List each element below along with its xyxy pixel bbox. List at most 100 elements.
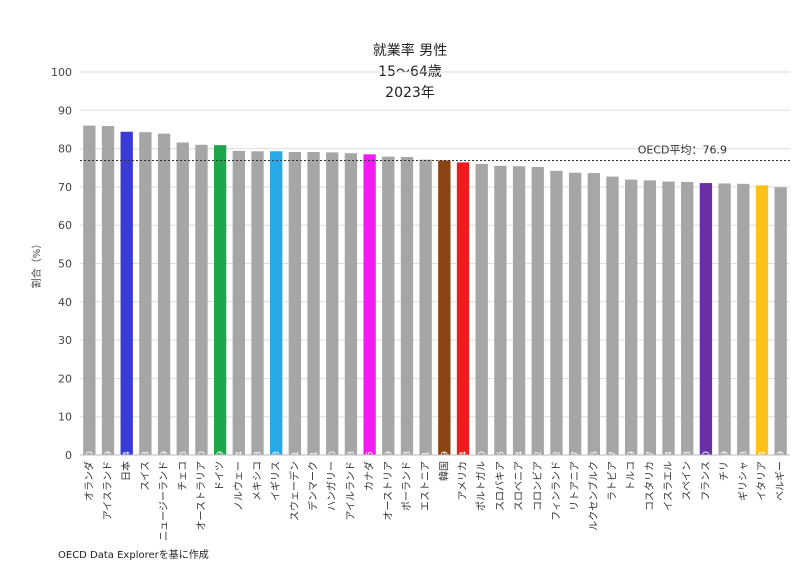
- bar: [400, 157, 414, 455]
- bar: [774, 187, 787, 455]
- category-label: ノルウェー: [233, 461, 245, 511]
- bar: [512, 166, 526, 455]
- bar: [382, 156, 395, 455]
- category-label: ラトビア: [607, 461, 619, 501]
- value-label: 77.1: [422, 451, 432, 471]
- value-label: 74.2: [552, 451, 562, 471]
- bar: [307, 152, 320, 455]
- category-label: アイスランド: [102, 461, 114, 520]
- category-label: イタリア: [756, 461, 768, 501]
- bar: [83, 125, 96, 456]
- category-label: ルクセンブルク: [587, 461, 600, 531]
- bar: [755, 185, 769, 456]
- category-label: チェコ: [177, 461, 189, 491]
- y-tick-label: 70: [58, 181, 72, 194]
- category-label: 日本: [120, 461, 133, 481]
- value-label: 78.8: [347, 451, 357, 471]
- bar: [625, 179, 638, 456]
- bar: [157, 133, 171, 455]
- bar: [606, 176, 619, 455]
- value-label: 78.5: [366, 451, 376, 471]
- y-tick-label: 10: [58, 411, 72, 424]
- bar: [270, 151, 283, 455]
- category-label: ベルギー: [775, 461, 787, 501]
- category-label: ハンガリー: [326, 461, 338, 511]
- value-label: 73.7: [571, 451, 581, 471]
- category-label: スペイン: [682, 461, 693, 500]
- category-label: ポルトガル: [476, 461, 488, 511]
- y-tick-label: 80: [58, 143, 72, 156]
- bar: [456, 162, 470, 455]
- category-label: フランス: [700, 461, 712, 501]
- category-label: オランダ: [82, 461, 95, 501]
- bar: [568, 172, 582, 455]
- category-label: スロバキア: [494, 461, 506, 511]
- category-label: スイス: [140, 461, 151, 491]
- category-label: トルコ: [626, 461, 637, 491]
- category-label: スウェーデン: [288, 461, 301, 521]
- y-tick-label: 100: [51, 66, 72, 79]
- oecd-average-label: OECD平均：76.9: [638, 143, 727, 156]
- value-label: 75.2: [534, 451, 544, 471]
- bar: [120, 131, 133, 456]
- y-tick-label: 50: [58, 258, 72, 271]
- y-axis-label: 割合（%）: [30, 239, 43, 289]
- bar: [176, 142, 189, 456]
- value-label: 77.9: [384, 451, 394, 471]
- y-tick-label: 40: [58, 296, 72, 309]
- value-label: 81.6: [179, 451, 189, 471]
- value-label: 75.5: [496, 451, 506, 471]
- value-label: 76.4: [459, 451, 469, 471]
- bar: [550, 170, 563, 455]
- category-label: 韓国: [438, 461, 450, 481]
- bar: [326, 152, 339, 455]
- value-label: 79.4: [235, 451, 245, 471]
- value-label: 75.4: [515, 451, 525, 471]
- category-label: スロベニア: [513, 461, 525, 511]
- value-label: 70.4: [758, 451, 768, 471]
- value-label: 73.6: [590, 451, 600, 471]
- bar: [419, 159, 432, 455]
- value-label: 69.9: [777, 451, 787, 471]
- value-label: 72.7: [609, 451, 619, 471]
- y-tick-label: 60: [58, 219, 72, 232]
- bar: [288, 152, 302, 455]
- bar: [363, 154, 376, 455]
- chart-title-line-1: 就業率 男性: [372, 43, 448, 59]
- bar: [232, 150, 245, 455]
- category-label: オーストリア: [382, 461, 394, 521]
- category-label: カナダ: [363, 461, 376, 491]
- value-label: 71.3: [683, 451, 693, 471]
- category-label: アメリカ: [457, 461, 469, 501]
- category-label: メキシコ: [253, 461, 264, 501]
- value-label: 84.4: [123, 451, 133, 471]
- category-label: フィンランド: [550, 461, 562, 521]
- value-label: 79.3: [254, 451, 264, 471]
- bar: [251, 151, 264, 455]
- bar: [213, 145, 227, 455]
- bar: [195, 144, 208, 455]
- value-label: 71.7: [646, 451, 656, 471]
- bar: [737, 183, 750, 455]
- bar: [139, 132, 152, 456]
- category-label: デンマーク: [307, 461, 320, 511]
- value-label: 71.9: [627, 451, 637, 471]
- bar: [344, 153, 358, 456]
- value-label: 76.0: [478, 451, 488, 471]
- value-label: 79.1: [291, 451, 301, 471]
- value-label: 81.0: [197, 451, 207, 471]
- category-label: ニュージーランド: [158, 461, 170, 541]
- bar: [587, 173, 600, 455]
- bar: [475, 163, 488, 456]
- category-label: チリ: [719, 461, 731, 481]
- bar: [101, 126, 115, 456]
- category-label: リトアニア: [570, 461, 581, 511]
- value-label: 76.9: [440, 451, 450, 471]
- value-label: 71.0: [702, 451, 712, 471]
- value-label: 84.3: [141, 451, 151, 471]
- value-label: 80.9: [216, 451, 226, 471]
- value-label: 77.8: [403, 451, 413, 471]
- y-tick-label: 20: [58, 372, 72, 385]
- bar: [531, 166, 544, 455]
- bar: [718, 183, 731, 455]
